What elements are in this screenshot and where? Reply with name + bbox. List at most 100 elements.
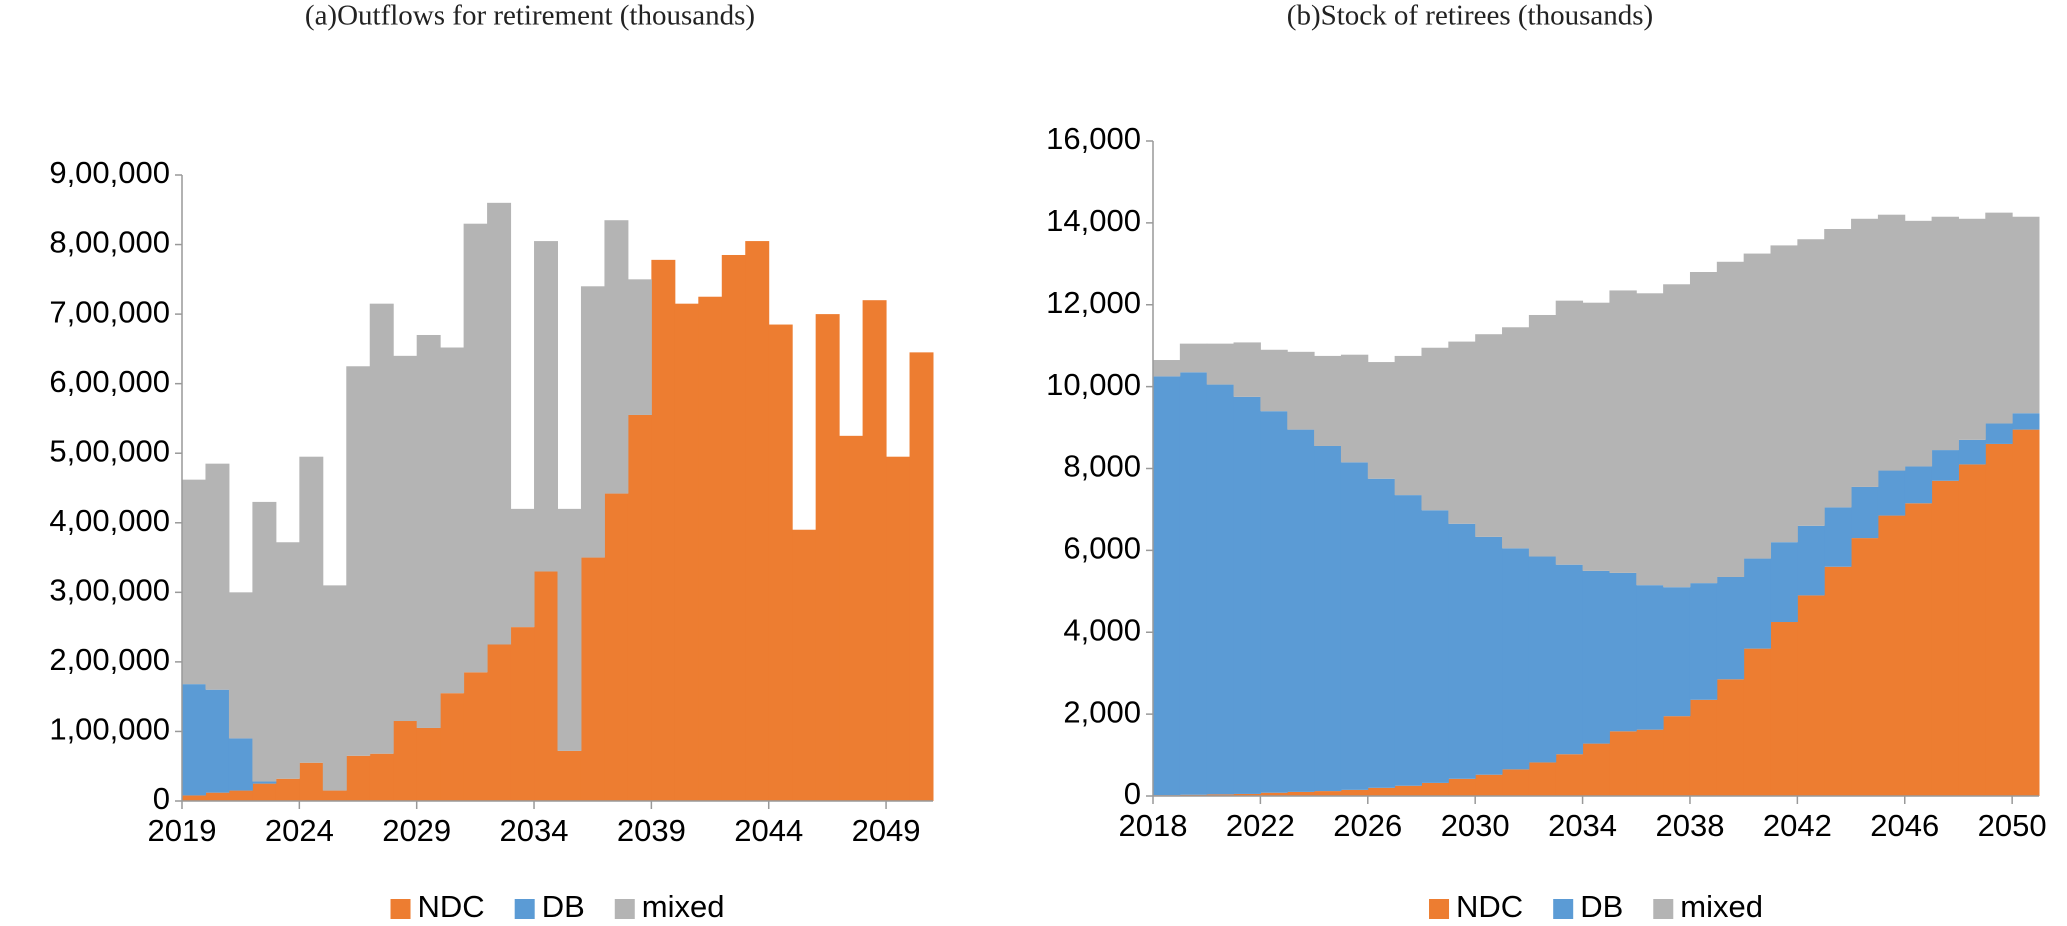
bar-segment [252, 781, 277, 784]
legend-label: mixed [642, 889, 725, 924]
bar-segment [1663, 716, 1691, 796]
bar-segment [1528, 762, 1557, 796]
bar-segment [322, 790, 347, 801]
y-tick-label: 16,000 [1046, 121, 1141, 156]
y-tick-label: 0 [153, 781, 170, 816]
x-tick-label: 2038 [1655, 808, 1724, 843]
bar-segment [1689, 272, 1718, 584]
bar-segment [1716, 679, 1745, 796]
bar-segment [1502, 327, 1530, 549]
bar-segment [1421, 510, 1449, 783]
bar-segment [1985, 212, 2013, 424]
bar-segment [1555, 300, 1584, 565]
bar-segment [1636, 585, 1664, 730]
bar-segment [1582, 570, 1610, 744]
y-tick-label: 4,000 [1063, 612, 1141, 647]
bar-segment [1233, 793, 1261, 796]
bar-segment [1287, 791, 1315, 796]
bar-segment [1367, 787, 1396, 796]
legend-label: DB [542, 889, 585, 924]
bar-segment [1877, 470, 1906, 516]
bar-segment [1609, 290, 1637, 573]
bar-segment [1206, 343, 1235, 385]
bar-segment [2012, 429, 2040, 796]
bar-segment [1448, 341, 1476, 524]
bar-segment [1824, 566, 1852, 796]
bar-segment [1206, 384, 1235, 795]
bar-segment [1609, 731, 1637, 796]
bar-segment [534, 571, 558, 801]
y-tick-label: 4,00,000 [49, 503, 170, 538]
bar-segment [1448, 778, 1476, 796]
bar-segment [1233, 342, 1261, 397]
bar-segment [1985, 423, 2013, 444]
bar-segment [580, 557, 605, 801]
bar-segment [909, 352, 934, 801]
bar-segment [1716, 261, 1745, 577]
bar-segment [745, 241, 770, 802]
y-tick-label: 0 [1124, 776, 1141, 811]
bar-segment [1475, 334, 1503, 537]
bar-segment [580, 286, 605, 558]
x-tick-label: 2034 [1548, 808, 1617, 843]
bar-segment [487, 202, 512, 645]
bar-segment [862, 300, 887, 801]
bar-segment [1931, 480, 1959, 796]
bar-segment [1367, 362, 1396, 479]
bar-segment [815, 314, 840, 801]
bar-segment [510, 508, 535, 628]
bar-segment [205, 463, 230, 690]
y-tick-label: 3,00,000 [49, 573, 170, 608]
bar-segment [1797, 595, 1825, 796]
legend-swatch [514, 899, 535, 919]
bar-segment [1958, 464, 1986, 796]
bar-segment [1743, 253, 1772, 559]
bar-segment [1877, 214, 1906, 471]
bar-segment [228, 738, 253, 791]
bar-segment [1770, 542, 1798, 623]
bar-segment [416, 334, 441, 728]
bar-segment [1502, 769, 1530, 796]
bar-segment [322, 585, 347, 791]
x-tick-label: 2039 [617, 813, 686, 848]
bar-segment [1153, 376, 1181, 796]
bar-segment [1421, 782, 1449, 796]
bar-segment [1314, 445, 1342, 792]
bar-segment [1716, 576, 1745, 680]
bar-segment [275, 542, 300, 779]
legend-swatch [1553, 899, 1574, 919]
bar-segment [440, 347, 465, 694]
legend-label: NDC [418, 889, 485, 924]
bar-segment [886, 456, 911, 801]
y-tick-label: 7,00,000 [49, 294, 170, 329]
bar-segment [1851, 486, 1879, 539]
bar-segment [792, 529, 817, 801]
bar-segment [1904, 503, 1933, 796]
bar-segment [182, 684, 206, 796]
bar-segment [1582, 302, 1610, 571]
bar-segment [1770, 622, 1798, 796]
bar-segment [1663, 587, 1691, 717]
bar-segment [1689, 699, 1718, 796]
bar-segment [1260, 792, 1288, 796]
bar-segment [2012, 413, 2040, 430]
legend-label: DB [1580, 889, 1623, 924]
bar-segment [1904, 220, 1933, 467]
bar-segment [1179, 372, 1208, 795]
bar-segment [346, 366, 371, 756]
y-tick-label: 9,00,000 [49, 155, 170, 190]
bar-segment [1475, 774, 1503, 796]
chart-title: (a)Outflows for retirement (thousands) [305, 0, 755, 32]
y-tick-label: 12,000 [1046, 285, 1141, 320]
bar-segment [721, 254, 746, 801]
bar-segment [1958, 439, 1986, 465]
bar-segment [1179, 343, 1208, 373]
bar-segment [1931, 450, 1959, 481]
bar-segment [1314, 791, 1342, 796]
y-tick-label: 2,000 [1063, 694, 1141, 729]
bar-segment [1287, 351, 1315, 430]
bar-segment [252, 501, 277, 782]
bar-segment [205, 792, 230, 801]
bar-segment [228, 790, 253, 801]
